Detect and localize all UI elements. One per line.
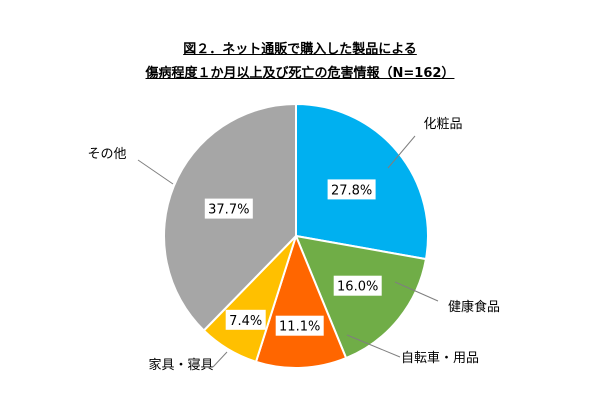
chart-subtitle: 傷病程度１か月以上及び死亡の危害情報（N=162） <box>145 66 455 81</box>
slice-value-label-box <box>204 198 253 219</box>
slice-value-label-box <box>275 315 324 336</box>
slice-category-label: 自転車・用品 <box>401 351 479 366</box>
pie-slice <box>294 234 428 360</box>
chart-title: 図２．ネット通販で購入した製品による <box>183 42 417 57</box>
leader-line <box>137 159 174 185</box>
slice-category-label: 家具・寝具 <box>148 357 213 373</box>
slice-value-label: 16.0% <box>337 280 378 295</box>
leader-line <box>212 351 228 368</box>
slice-value-label: 7.4% <box>229 314 262 329</box>
slice-value-label-box <box>225 309 266 330</box>
slice-value-label: 27.8% <box>331 183 372 198</box>
slice-value-label: 37.7% <box>208 203 249 218</box>
slice-category-label: 化粧品 <box>423 117 462 132</box>
slice-value-label: 11.1% <box>279 320 320 335</box>
leader-line <box>394 281 439 302</box>
slice-category-label: その他 <box>87 147 126 162</box>
slice-category-label: 健康食品 <box>448 299 500 315</box>
leader-line <box>346 334 401 358</box>
leader-line <box>387 135 416 169</box>
slice-value-label-box <box>333 275 382 296</box>
slice-value-label-box <box>327 179 376 200</box>
